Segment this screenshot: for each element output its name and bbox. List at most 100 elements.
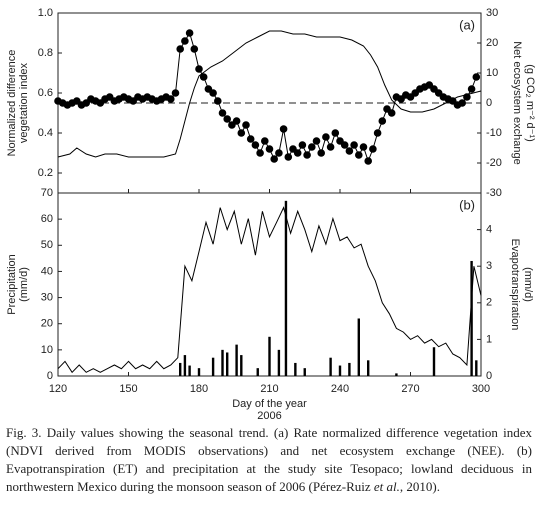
y-tick-label: 40 [41, 265, 53, 277]
ndvi-dot [322, 133, 330, 141]
ndvi-dot [199, 73, 208, 81]
y-tick-label: 30 [41, 291, 53, 303]
ndvi-dot [373, 129, 382, 137]
precip-bar [348, 362, 351, 376]
y2-axis-label: Net ecosystem exchange [511, 41, 523, 165]
y2-axis-label: Evapotranspiration [509, 239, 521, 331]
y2-tick-label: 2 [486, 297, 492, 309]
x-tick-label: 150 [119, 383, 137, 395]
y-tick-label: 0.6 [38, 87, 53, 99]
ndvi-dot [270, 155, 279, 163]
precip-bar [188, 365, 191, 376]
ndvi-dot [256, 149, 264, 157]
ndvi-dot [242, 121, 250, 129]
precip-bar [475, 360, 478, 376]
ndvi-dot [298, 141, 307, 149]
y-tick-label: 10 [41, 344, 53, 356]
y2-tick-label: 3 [486, 260, 492, 272]
precip-bar [235, 344, 238, 376]
ndvi-dot [261, 137, 269, 145]
ndvi-dot [472, 73, 481, 81]
ndvi-dot [181, 37, 189, 45]
precip-bar [284, 200, 288, 376]
ndvi-dot [293, 149, 302, 157]
caption-text: Fig. 3. Daily values showing the seasona… [6, 425, 532, 494]
precip-bar [256, 368, 259, 376]
y-tick-label: 0 [47, 370, 53, 382]
ndvi-dot [223, 115, 231, 123]
ndvi-dot [232, 117, 241, 125]
precip-bar [329, 357, 332, 376]
ndvi-dot [369, 145, 377, 153]
y2-tick-label: -10 [486, 127, 502, 139]
y-tick-label: 70 [41, 187, 53, 199]
y-tick-label: 0.4 [38, 127, 53, 139]
y2-tick-label: 0 [486, 370, 492, 382]
x-axis-label: 2006 [257, 410, 281, 422]
ndvi-dot [312, 137, 321, 145]
x-tick-label: 240 [331, 383, 349, 395]
x-tick-label: 210 [260, 383, 278, 395]
precip-bar [221, 349, 224, 376]
ndvi-dot [326, 143, 335, 151]
ndvi-dot [359, 143, 368, 151]
ndvi-dot [275, 149, 283, 157]
precip-bar [338, 365, 342, 376]
panel-label: (b) [459, 197, 475, 212]
ndvi-dot [171, 89, 180, 97]
precip-bar [226, 352, 229, 376]
y-tick-label: 0.2 [38, 167, 53, 179]
y2-tick-label: 20 [486, 37, 498, 49]
caption-text: , 2010). [399, 479, 440, 494]
caption-italic: et al. [373, 479, 400, 494]
ndvi-dot [265, 145, 274, 153]
y2-tick-label: 1 [486, 333, 492, 345]
y2-tick-label: -20 [486, 157, 502, 169]
precip-bar [357, 318, 360, 376]
y2-tick-label: 0 [486, 97, 492, 109]
x-tick-label: 300 [472, 383, 490, 395]
y-tick-label: 50 [41, 239, 53, 251]
precip-bar [183, 355, 187, 376]
panel-label: (a) [459, 17, 475, 32]
ndvi-dot [317, 149, 326, 157]
precip-bar [470, 260, 473, 376]
ndvi-dot [195, 65, 203, 73]
caption: Fig. 3. Daily values showing the seasona… [6, 424, 532, 496]
y2-tick-label: -30 [486, 187, 502, 199]
ndvi-dot [303, 151, 311, 159]
x-tick-label: 120 [49, 383, 67, 395]
precip-bar [277, 349, 281, 376]
ndvi-dot [458, 99, 467, 107]
precip-bar [211, 357, 215, 376]
ndvi-dot [167, 95, 175, 103]
precip-bar [432, 347, 436, 376]
ndvi-dot [355, 151, 363, 159]
y-tick-label: 60 [41, 213, 53, 225]
x-axis-label: Day of the year [232, 398, 307, 410]
ndvi-dot [176, 45, 184, 53]
precip-bar [303, 368, 306, 376]
ndvi-dot [218, 109, 227, 117]
ndvi-dot [364, 157, 373, 165]
ndvi-dot [467, 85, 476, 93]
series-line [57, 30, 482, 158]
y-tick-label: 0.8 [38, 47, 53, 59]
ndvi-dot [331, 129, 340, 137]
precip-bar [240, 355, 243, 376]
ndvi-dot [308, 143, 316, 151]
y-axis-label: (mm/d) [18, 267, 30, 302]
ndvi-dot [387, 109, 396, 117]
ndvi-dot [214, 97, 222, 105]
ndvi-dot [190, 45, 199, 53]
precip-bar [294, 362, 297, 376]
ndvi-dot [345, 147, 354, 155]
y-axis-label: Precipitation [6, 254, 18, 315]
ndvi-dot [185, 29, 194, 37]
figure: 0.20.40.60.81.0-30-20-100102030Normalize… [6, 7, 536, 422]
ndvi-dot [378, 117, 387, 125]
ndvi-dot [340, 141, 349, 149]
y-tick-label: 1.0 [38, 7, 53, 19]
y-tick-label: 20 [41, 318, 53, 330]
